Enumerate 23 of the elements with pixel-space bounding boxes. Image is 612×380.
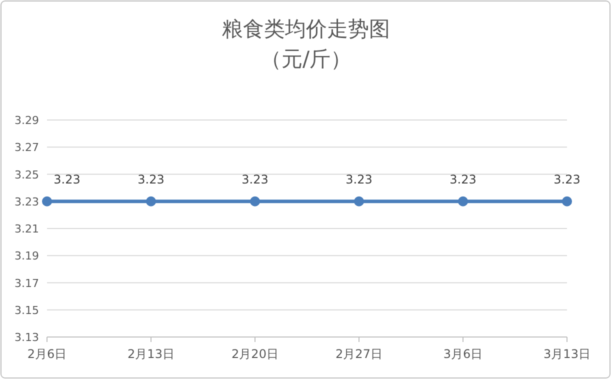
data-label: 3.23 xyxy=(242,172,268,186)
data-label: 3.23 xyxy=(554,172,580,186)
y-tick-label: 3.23 xyxy=(14,195,39,208)
y-tick-label: 3.27 xyxy=(14,141,39,154)
data-label: 3.23 xyxy=(54,172,80,186)
x-tick-label: 2月13日 xyxy=(128,347,174,361)
x-tick-label: 2月20日 xyxy=(232,347,278,361)
chart-title: 粮食类均价走势图 xyxy=(222,17,390,41)
y-tick-label: 3.17 xyxy=(14,276,39,290)
y-tick-label: 3.21 xyxy=(14,222,39,236)
x-tick-label: 3月6日 xyxy=(443,347,483,361)
y-tick-label: 3.13 xyxy=(14,331,39,344)
y-tick-label: 3.25 xyxy=(14,168,39,182)
y-tick-label: 3.29 xyxy=(14,114,39,127)
chart-subtitle: （元/斤） xyxy=(260,47,352,71)
y-tick-label: 3.19 xyxy=(14,250,39,263)
x-tick-label: 3月13日 xyxy=(544,347,590,361)
data-label: 3.23 xyxy=(138,172,164,186)
data-label: 3.23 xyxy=(346,172,372,186)
x-tick-label: 2月6日 xyxy=(27,347,67,361)
x-tick-label: 2月27日 xyxy=(336,347,382,361)
data-label: 3.23 xyxy=(450,172,476,186)
y-tick-label: 3.15 xyxy=(14,304,39,317)
